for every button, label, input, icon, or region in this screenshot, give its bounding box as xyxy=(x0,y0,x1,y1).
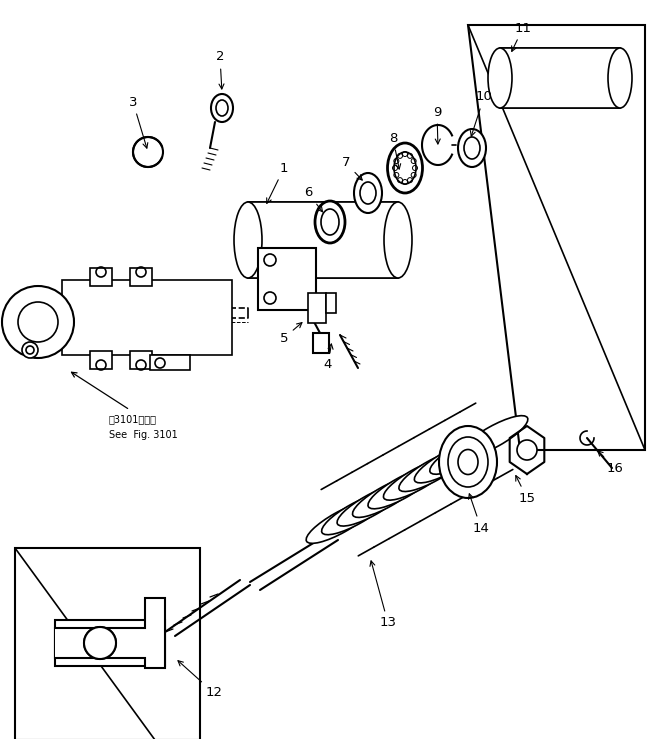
Ellipse shape xyxy=(461,415,528,457)
Bar xyxy=(258,248,316,310)
Polygon shape xyxy=(468,25,645,450)
Ellipse shape xyxy=(458,449,478,474)
Bar xyxy=(308,293,326,323)
Circle shape xyxy=(18,302,58,342)
Text: 8: 8 xyxy=(389,132,401,169)
Ellipse shape xyxy=(387,143,422,193)
Ellipse shape xyxy=(394,152,416,184)
Ellipse shape xyxy=(458,129,486,167)
Bar xyxy=(313,333,329,353)
Bar xyxy=(55,628,145,658)
Bar xyxy=(130,268,152,286)
Text: 12: 12 xyxy=(178,661,223,700)
Text: 6: 6 xyxy=(304,186,323,212)
Text: 3: 3 xyxy=(129,95,148,148)
Bar xyxy=(62,280,232,355)
Bar xyxy=(90,351,112,369)
Ellipse shape xyxy=(446,424,512,466)
Ellipse shape xyxy=(448,437,488,487)
Ellipse shape xyxy=(368,468,435,508)
Text: 2: 2 xyxy=(215,50,224,89)
Circle shape xyxy=(84,627,116,659)
Ellipse shape xyxy=(608,48,632,108)
Bar xyxy=(248,202,398,278)
Text: 10: 10 xyxy=(471,90,492,136)
Bar xyxy=(90,268,112,286)
Bar xyxy=(130,351,152,369)
Ellipse shape xyxy=(211,94,233,122)
Ellipse shape xyxy=(315,201,345,243)
Ellipse shape xyxy=(234,202,262,278)
Ellipse shape xyxy=(439,426,497,498)
Circle shape xyxy=(22,342,38,358)
Ellipse shape xyxy=(488,48,512,108)
Text: 16: 16 xyxy=(598,451,623,474)
Ellipse shape xyxy=(306,502,373,543)
Text: 13: 13 xyxy=(370,561,397,630)
Bar xyxy=(326,293,336,313)
Ellipse shape xyxy=(430,433,497,474)
Circle shape xyxy=(2,286,74,358)
Circle shape xyxy=(133,137,163,167)
Text: 15: 15 xyxy=(516,476,535,505)
Ellipse shape xyxy=(322,494,389,535)
Ellipse shape xyxy=(352,476,420,517)
Text: See  Fig. 3101: See Fig. 3101 xyxy=(109,430,178,440)
Circle shape xyxy=(517,440,537,460)
Ellipse shape xyxy=(383,459,451,500)
Ellipse shape xyxy=(384,202,412,278)
Ellipse shape xyxy=(337,485,404,526)
Ellipse shape xyxy=(414,442,481,483)
Ellipse shape xyxy=(354,173,382,213)
Bar xyxy=(150,355,190,370)
Text: 第3101図参照: 第3101図参照 xyxy=(109,414,157,424)
Text: 1: 1 xyxy=(266,162,288,203)
Ellipse shape xyxy=(321,209,339,235)
Text: 5: 5 xyxy=(280,323,302,344)
Ellipse shape xyxy=(464,137,480,159)
Circle shape xyxy=(84,627,116,659)
Polygon shape xyxy=(55,598,165,668)
Ellipse shape xyxy=(399,450,466,491)
Ellipse shape xyxy=(360,182,376,204)
Text: 11: 11 xyxy=(512,21,531,52)
Text: 14: 14 xyxy=(469,494,489,534)
Text: 9: 9 xyxy=(433,106,441,144)
Text: 4: 4 xyxy=(324,344,333,372)
Bar xyxy=(500,48,620,108)
Bar xyxy=(55,620,165,666)
Polygon shape xyxy=(15,548,200,739)
Text: 7: 7 xyxy=(342,157,362,180)
Ellipse shape xyxy=(216,100,228,116)
